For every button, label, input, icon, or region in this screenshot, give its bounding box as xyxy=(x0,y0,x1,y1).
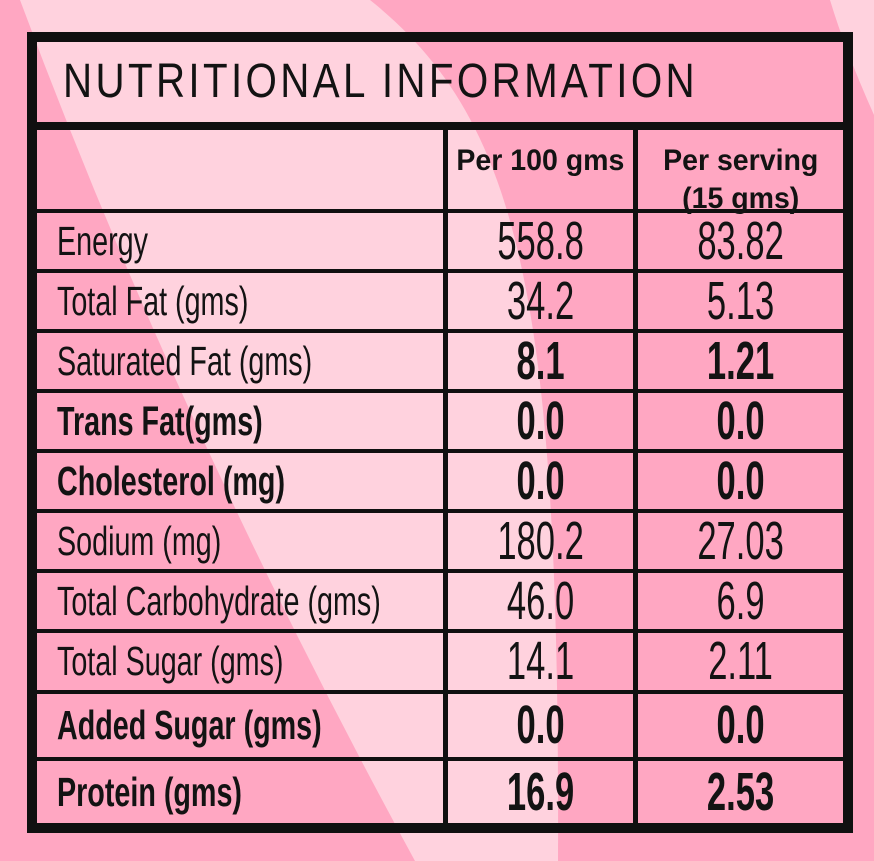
column-header-per-serving-line1: Per serving xyxy=(663,144,819,177)
table-rows: Energy 558.8 83.82 Total Fat (gms) 34.2 5.13 S… xyxy=(37,211,843,824)
per-serving-value-cell: 2.53 xyxy=(633,761,843,824)
per-100-value-cell: 0.0 xyxy=(443,693,633,758)
table-row: Energy 558.8 83.82 xyxy=(37,211,843,274)
per-serving-value: 0.0 xyxy=(716,451,765,512)
row-label-cell: Total Sugar (gms) xyxy=(37,633,443,689)
per-serving-value: 83.82 xyxy=(697,211,784,272)
row-label-cell: Saturated Fat (gms) xyxy=(37,333,443,389)
row-label: Sodium (mg) xyxy=(57,517,222,564)
per-serving-value-cell: 2.11 xyxy=(633,631,843,692)
row-label-cell: Added Sugar (gms) xyxy=(37,694,443,758)
per-serving-value-cell: 1.21 xyxy=(633,331,843,392)
per-100-value-cell: 34.2 xyxy=(443,271,633,332)
per-serving-value: 27.03 xyxy=(697,511,784,572)
table-title-row: NUTRITIONAL INFORMATION xyxy=(37,42,843,130)
table-title: NUTRITIONAL INFORMATION xyxy=(63,55,699,108)
per-100-value-cell: 180.2 xyxy=(443,511,633,572)
row-label: Cholesterol (mg) xyxy=(57,457,286,504)
per-serving-value-cell: 0.0 xyxy=(633,451,843,512)
per-100-value: 0.0 xyxy=(516,451,565,512)
per-100-value-cell: 16.9 xyxy=(443,761,633,824)
per-100-value: 180.2 xyxy=(497,511,585,572)
row-label: Total Sugar (gms) xyxy=(57,637,284,684)
per-100-value: 8.1 xyxy=(516,331,565,392)
per-100-value: 46.0 xyxy=(507,571,575,632)
row-label: Saturated Fat (gms) xyxy=(57,337,313,384)
row-label: Protein (gms) xyxy=(57,768,242,815)
row-label-cell: Energy xyxy=(37,213,443,269)
per-100-value: 14.1 xyxy=(507,631,575,692)
per-100-value-cell: 0.0 xyxy=(443,451,633,512)
per-100-value-cell: 14.1 xyxy=(443,631,633,692)
row-label: Total Fat (gms) xyxy=(57,277,249,324)
table-row: Total Sugar (gms) 14.1 2.11 xyxy=(37,631,843,694)
stripe-swoosh xyxy=(20,0,559,861)
per-100-value-cell: 558.8 xyxy=(443,211,633,272)
table-row: Protein (gms) 16.9 2.53 xyxy=(37,761,843,824)
table-row: Saturated Fat (gms) 8.1 1.21 xyxy=(37,331,843,394)
per-serving-value: 2.11 xyxy=(708,631,774,692)
table-row: Added Sugar (gms) 0.0 0.0 xyxy=(37,693,843,762)
row-label-cell: Total Fat (gms) xyxy=(37,273,443,329)
table-row: Sodium (mg) 180.2 27.03 xyxy=(37,511,843,574)
per-100-value-cell: 0.0 xyxy=(443,391,633,452)
row-label-cell: Total Carbohydrate (gms) xyxy=(37,573,443,629)
table-row: Trans Fat(gms) 0.0 0.0 xyxy=(37,391,843,454)
per-serving-value-cell: 5.13 xyxy=(633,271,843,332)
per-serving-value-cell: 83.82 xyxy=(633,211,843,272)
row-label: Energy xyxy=(57,217,148,264)
row-label: Trans Fat(gms) xyxy=(57,397,263,444)
per-serving-value-cell: 0.0 xyxy=(633,693,843,758)
per-100-value-cell: 46.0 xyxy=(443,571,633,632)
per-100-value: 34.2 xyxy=(507,271,575,332)
column-header-per-serving-line2: (15 gms) xyxy=(682,182,800,215)
header-item-cell xyxy=(37,130,443,209)
per-serving-value: 2.53 xyxy=(707,762,775,823)
row-label-cell: Cholesterol (mg) xyxy=(37,453,443,509)
header-per-100-cell: Per 100 gms xyxy=(443,130,633,209)
per-serving-value-cell: 27.03 xyxy=(633,511,843,572)
per-100-value-cell: 8.1 xyxy=(443,331,633,392)
table-header: Per 100 gms Per serving (15 gms) xyxy=(37,130,843,215)
per-100-value: 558.8 xyxy=(497,211,585,272)
column-header-per-100: Per 100 gms xyxy=(456,144,625,177)
per-serving-value: 6.9 xyxy=(716,571,765,632)
column-header-per-serving: Per serving (15 gms) xyxy=(663,142,818,218)
per-100-value: 0.0 xyxy=(516,391,565,452)
per-100-value: 16.9 xyxy=(507,762,575,823)
row-label-cell: Protein (gms) xyxy=(37,761,443,823)
table-row: Cholesterol (mg) 0.0 0.0 xyxy=(37,451,843,514)
row-label: Total Carbohydrate (gms) xyxy=(57,577,381,624)
row-label-cell: Trans Fat(gms) xyxy=(37,393,443,449)
table-row: Total Fat (gms) 34.2 5.13 xyxy=(37,271,843,334)
row-label-cell: Sodium (mg) xyxy=(37,513,443,569)
per-serving-value: 1.21 xyxy=(707,331,775,392)
per-100-value: 0.0 xyxy=(516,695,565,756)
per-serving-value: 0.0 xyxy=(716,695,765,756)
nutrition-table: NUTRITIONAL INFORMATION Per 100 gms Per … xyxy=(27,32,853,833)
table-row: Total Carbohydrate (gms) 46.0 6.9 xyxy=(37,571,843,634)
row-label: Added Sugar (gms) xyxy=(57,701,322,748)
per-serving-value-cell: 6.9 xyxy=(633,571,843,632)
per-serving-value-cell: 0.0 xyxy=(633,391,843,452)
per-serving-value: 0.0 xyxy=(716,391,765,452)
header-per-serving-cell: Per serving (15 gms) xyxy=(633,130,843,215)
per-serving-value: 5.13 xyxy=(707,271,775,332)
